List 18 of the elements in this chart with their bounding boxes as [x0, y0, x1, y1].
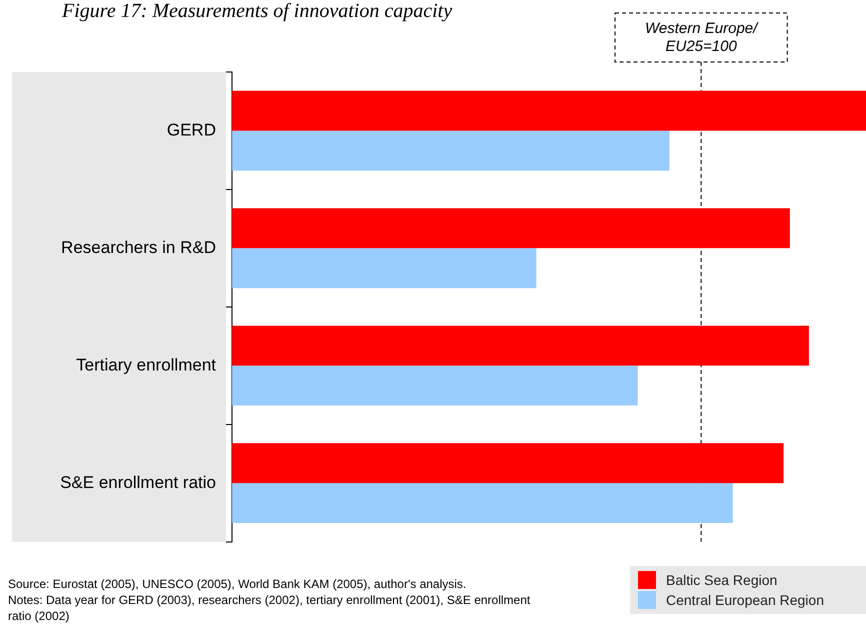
y-tick-label: S&E enrollment ratio: [60, 472, 216, 492]
bar: [232, 130, 670, 171]
y-tick-label: Researchers in R&D: [61, 238, 216, 257]
bar: [232, 443, 784, 484]
bar: [232, 326, 809, 366]
bar: [232, 483, 733, 524]
y-tick-label: GERD: [166, 120, 216, 140]
text: Western Europe/ EU25=100: [645, 20, 760, 56]
bar: [232, 90, 866, 131]
y-tick-label: Tertiary enrollment: [76, 355, 216, 374]
source-note: Source: Eurostat (2005), UNESCO (2005), World Bank KAM (2005), author's analysis.: [8, 576, 468, 592]
chart-title: Figure 17: Measurements of innovation capacity: [62, 0, 452, 23]
text: Notes: Data year for GERD (2003), researchers (2002), tertiary enrollment (2001), S&E enrollment ratio (2002): [8, 592, 532, 624]
legend-label: Central European Region: [666, 592, 824, 608]
bar: [232, 366, 638, 406]
bar: [232, 248, 536, 288]
bar: [232, 208, 790, 248]
legend-label: Baltic Sea Region: [666, 572, 778, 588]
